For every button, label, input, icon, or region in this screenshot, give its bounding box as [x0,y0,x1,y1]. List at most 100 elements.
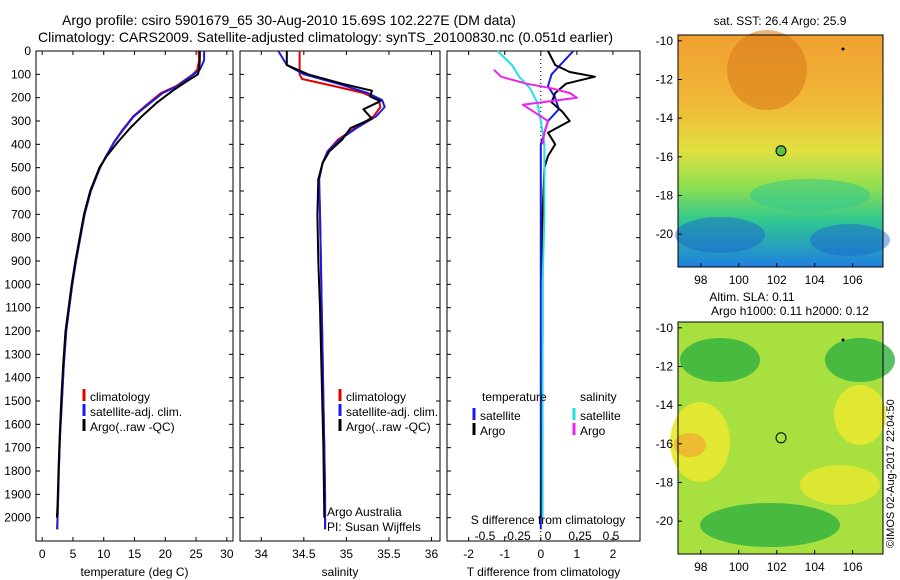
y-tick-label: 200 [11,91,31,105]
legend-item-label: satellite [580,409,621,423]
y-tick-label: -16 [656,437,674,451]
cool-patch [810,224,890,256]
sla-patch [700,503,840,547]
x-tick-label: 100 [729,560,749,574]
x-tick-label: 98 [694,273,708,287]
legend-label-0: climatology [90,390,150,404]
x-tick-label: 2 [610,547,617,561]
x-tick-label: 34 [255,547,269,561]
legend-label-1: satellite-adj. clim. [346,405,438,419]
x-tick-label: 104 [805,560,825,574]
x-axis-label: temperature (deg C) [80,565,188,579]
y-tick-label: -18 [656,188,674,202]
x-tick-label: 102 [767,273,787,287]
x-tick-label: -1 [499,547,510,561]
series-line-1 [540,50,596,518]
y-tick-label: 1700 [4,441,31,455]
y-tick-label: -20 [656,227,674,241]
legend-item-label: satellite [480,409,521,423]
warm-patch [727,30,807,110]
x-tick-label: 25 [189,547,203,561]
sla-patch [680,338,760,382]
plot-frame [446,50,641,542]
sla-patch [800,465,880,505]
sla-patch [674,433,706,457]
sla-map-subtitle: Argo h1000: 0.11 h2000: 0.12 [711,304,869,318]
plot-frame [239,50,441,542]
figure-title-line2: Climatology: CARS2009. Satellite-adjuste… [38,29,614,45]
x-axis-label: salinity [322,565,359,579]
annotation-argo-australia: Argo Australia [327,505,402,519]
sst-map-title: sat. SST: 26.4 Argo: 25.9 [714,14,847,28]
secondary-tick-label: 0.25 [568,529,592,543]
legend-label-0: climatology [346,390,406,404]
secondary-tick-label: 0.5 [603,529,620,543]
x-tick-label: 1 [574,547,581,561]
y-tick-label: 100 [11,67,31,81]
y-tick-label: -18 [656,475,674,489]
top-axis-title: S difference from climatology [471,513,626,527]
x-tick-label: 10 [97,547,111,561]
x-tick-label: 30 [220,547,234,561]
y-tick-label: -14 [656,111,674,125]
secondary-tick-label: -0.25 [503,529,531,543]
cool-patch [675,217,765,253]
island-marker [841,47,845,51]
green-patch [750,179,870,211]
x-tick-label: 20 [159,547,173,561]
x-tick-label: -2 [463,547,474,561]
island-marker [841,338,845,342]
y-tick-label: 1300 [4,347,31,361]
x-axis-label: T difference from climatology [467,565,621,579]
y-tick-label: 1900 [4,487,31,501]
y-tick-label: 1000 [4,277,31,291]
y-tick-label: 900 [11,254,31,268]
x-tick-label: 0 [537,547,544,561]
y-tick-label: 400 [11,137,31,151]
y-tick-label: 800 [11,231,31,245]
series-line-1 [56,51,206,530]
profile-panel-2 [446,50,641,542]
y-tick-label: -16 [656,150,674,164]
annotation-pi: PI: Susan Wijffels [327,520,421,534]
x-tick-label: 0 [39,547,46,561]
sla-patch [834,385,886,445]
argo-float-marker [775,145,787,157]
x-tick-label: 35.5 [377,547,401,561]
profile-panel-1 [239,50,441,542]
sla-map [670,321,895,555]
legend-label-1: satellite-adj. clim. [90,405,182,419]
y-tick-label: 700 [11,207,31,221]
profile-panel-0 [35,50,234,542]
sst-map [675,30,890,268]
y-tick-label: 1200 [4,324,31,338]
x-tick-label: 98 [694,560,708,574]
y-tick-label: -20 [656,514,674,528]
y-tick-label: 2000 [4,511,31,525]
legend-label-2: Argo(..raw -QC) [346,420,431,434]
series-line-3 [493,68,578,145]
series-line-2 [496,50,546,518]
y-tick-label: 500 [11,161,31,175]
legend-item-label: Argo [580,424,606,438]
map-frame [677,321,884,555]
y-tick-label: 600 [11,184,31,198]
y-tick-label: -12 [656,359,674,373]
y-tick-label: -12 [656,72,674,86]
argo-float-marker [775,432,787,444]
y-tick-label: 1500 [4,394,31,408]
legend-group-header: salinity [580,390,617,404]
secondary-tick-label: 0 [545,529,552,543]
y-tick-label: 0 [24,44,31,58]
y-tick-label: 1800 [4,464,31,478]
series-line-1 [277,50,386,530]
x-tick-label: 100 [729,273,749,287]
legend-item-label: Argo [480,424,506,438]
series-line-0 [298,51,382,530]
x-tick-label: 104 [805,273,825,287]
y-tick-label: 300 [11,114,31,128]
sla-map-title: Altim. SLA: 0.11 [709,290,794,304]
x-tick-label: 5 [70,547,77,561]
x-tick-label: 36 [425,547,439,561]
